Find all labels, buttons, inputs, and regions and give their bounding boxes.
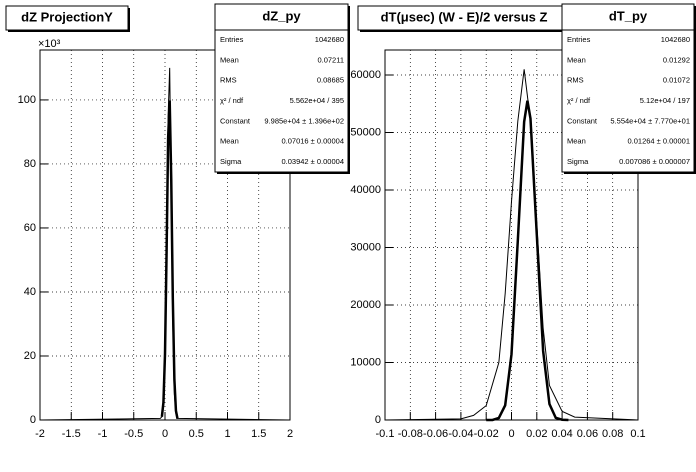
x-tick-label: -0.02	[474, 428, 499, 440]
stats-label: Mean	[567, 137, 586, 146]
stats-value: 5.562e+04 / 395	[290, 96, 344, 105]
stats-box	[214, 3, 349, 173]
x-tick-label: -2	[35, 428, 45, 440]
stats-label: Sigma	[220, 157, 242, 166]
stats-label: Mean	[220, 55, 239, 64]
title-box	[5, 5, 129, 31]
stats-label: RMS	[220, 76, 237, 85]
y-tick-label: 50000	[350, 126, 381, 138]
stats-title: dZ_py	[262, 8, 301, 23]
y-tick-label: 0	[375, 414, 381, 426]
stats-value: 0.08685	[317, 76, 344, 85]
x-tick-label: -1.5	[62, 428, 81, 440]
x-tick-label: 1.5	[251, 428, 266, 440]
plot-frame	[384, 49, 639, 421]
stats-value: 9.985e+04 ± 1.396e+02	[264, 116, 344, 125]
chart-title: dZ ProjectionY	[21, 9, 113, 24]
stats-label: χ² / ndf	[220, 96, 244, 105]
x-tick-label: -0.04	[448, 428, 473, 440]
stats-label: Constant	[567, 116, 598, 125]
series-line	[486, 100, 569, 422]
x-tick-label: -0.06	[423, 428, 448, 440]
stats-label: Mean	[220, 137, 239, 146]
x-tick-label: -0.1	[376, 428, 395, 440]
y-tick-label: 20	[24, 350, 36, 362]
x-tick-label: -0.5	[124, 428, 143, 440]
y-tick-label: 80	[24, 158, 36, 170]
x-tick-label: -0.08	[398, 428, 423, 440]
y-tick-label: 20000	[350, 299, 381, 311]
stats-label: Entries	[567, 35, 591, 44]
x-tick-label: 2	[287, 428, 293, 440]
stats-value: 0.01292	[663, 55, 690, 64]
chart-title: dT(μsec) (W - E)/2 versus Z	[381, 9, 548, 24]
plot-frame	[39, 49, 291, 421]
stats-title: dT_py	[609, 8, 648, 23]
stats-value: 1042680	[315, 35, 344, 44]
x-tick-label: 0.08	[602, 428, 623, 440]
stats-value: 0.03942 ± 0.00004	[281, 157, 344, 166]
stats-value: 0.07211	[317, 55, 344, 64]
stats-value: 0.07016 ± 0.00004	[281, 137, 344, 146]
y-tick-label: 30000	[350, 241, 381, 253]
title-box	[357, 5, 571, 31]
stats-value: 0.007086 ± 0.000007	[619, 157, 690, 166]
stats-label: Sigma	[567, 157, 589, 166]
stats-value: 0.01264 ± 0.00001	[627, 137, 690, 146]
stats-value: 0.01072	[663, 76, 690, 85]
x-tick-label: 0	[162, 428, 168, 440]
stats-label: χ² / ndf	[567, 96, 591, 105]
stats-label: Mean	[567, 55, 586, 64]
y-tick-label: 40000	[350, 184, 381, 196]
stats-value: 1042680	[661, 35, 690, 44]
stats-label: Constant	[220, 116, 251, 125]
x-tick-label: 0.5	[189, 428, 204, 440]
x-tick-label: 0.06	[577, 428, 598, 440]
y-tick-label: 60	[24, 222, 36, 234]
stats-label: Entries	[220, 35, 244, 44]
stats-label: RMS	[567, 76, 584, 85]
x-tick-label: 0.1	[630, 428, 645, 440]
x-tick-label: 1	[224, 428, 230, 440]
x-tick-label: 0.04	[551, 428, 572, 440]
series-line	[160, 100, 179, 419]
y-tick-label: 0	[30, 414, 36, 426]
stats-value: 5.554e+04 ± 7.770e+01	[610, 116, 690, 125]
x-tick-label: -1	[98, 428, 108, 440]
y-multiplier: ×10³	[38, 38, 61, 50]
stats-box	[561, 3, 695, 173]
y-tick-label: 10000	[350, 356, 381, 368]
y-tick-label: 40	[24, 286, 36, 298]
x-tick-label: 0	[508, 428, 514, 440]
stats-value: 5.12e+04 / 197	[640, 96, 690, 105]
y-tick-label: 100	[18, 94, 36, 106]
x-tick-label: 0.02	[526, 428, 547, 440]
y-tick-label: 60000	[350, 69, 381, 81]
series-line	[384, 69, 639, 421]
